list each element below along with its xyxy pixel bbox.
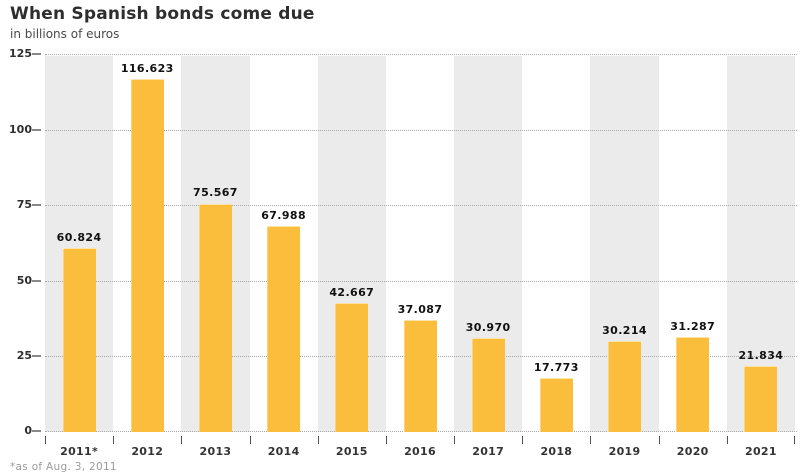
bar-value-label: 30.214 xyxy=(602,323,647,337)
x-axis-label: 2014 xyxy=(267,445,300,458)
x-axis-tick xyxy=(794,436,795,444)
y-axis-label: 25 xyxy=(16,349,32,363)
x-axis-label: 2017 xyxy=(472,445,505,458)
bar-value-label: 42.667 xyxy=(329,285,375,299)
bar xyxy=(267,226,301,432)
y-axis-label: 125 xyxy=(9,47,32,60)
x-axis-tick xyxy=(113,436,115,444)
y-axis-label: 0 xyxy=(24,424,32,437)
gridline xyxy=(45,129,797,131)
bar xyxy=(676,337,710,432)
x-axis-label: 2012 xyxy=(131,445,164,458)
chart-footnote: *as of Aug. 3, 2011 xyxy=(10,461,117,473)
gridline xyxy=(45,280,797,282)
bar xyxy=(198,203,232,432)
y-axis-label: 100 xyxy=(9,122,32,136)
y-axis-label: 75 xyxy=(16,198,32,212)
bar-value-label: 31.287 xyxy=(670,320,716,334)
bar xyxy=(335,302,369,432)
bar-value-label: 75.567 xyxy=(193,186,238,200)
y-axis-tick xyxy=(32,53,41,55)
plot-area: 0 25 50 75 100 125 60.824 116.623 75.567 67.988 42… xyxy=(9,47,797,458)
x-axis-tick xyxy=(590,436,592,444)
x-axis-label: 2021 xyxy=(744,445,777,458)
x-axis-tick xyxy=(181,436,183,444)
bar-value-label: 60.824 xyxy=(56,231,102,245)
bar-value-label: 30.970 xyxy=(465,321,511,335)
bar xyxy=(608,340,642,432)
bar xyxy=(744,365,778,432)
bar xyxy=(62,248,96,432)
bar xyxy=(539,378,573,432)
gridline xyxy=(45,54,797,55)
chart-subtitle: in billions of euros xyxy=(10,27,120,41)
y-axis-label: 50 xyxy=(16,273,32,287)
x-axis-tick xyxy=(726,436,728,444)
bar-value-label: 21.834 xyxy=(738,348,784,362)
x-axis-tick xyxy=(658,436,660,444)
bar-value-label: 116.623 xyxy=(120,62,174,76)
x-axis-label: 2019 xyxy=(608,445,641,458)
x-axis-label: 2015 xyxy=(335,445,368,458)
x-axis-label: 2016 xyxy=(404,445,436,458)
x-axis-tick xyxy=(522,436,524,444)
y-axis-tick xyxy=(32,204,41,207)
bar xyxy=(130,79,164,432)
x-axis-tick xyxy=(249,436,251,444)
gridline xyxy=(45,205,797,207)
bar xyxy=(403,319,437,432)
x-axis-label: 2020 xyxy=(676,445,709,458)
x-axis-label: 2011* xyxy=(60,445,99,458)
x-axis-tick xyxy=(45,436,46,444)
y-axis-tick xyxy=(32,279,41,282)
bar xyxy=(471,338,505,432)
y-axis-tick xyxy=(32,355,41,358)
x-axis-tick xyxy=(385,436,387,444)
x-axis-label: 2013 xyxy=(199,445,232,458)
y-axis-tick xyxy=(32,128,41,131)
x-axis-label: 2018 xyxy=(540,445,573,458)
chart-title: When Spanish bonds come due xyxy=(10,4,315,24)
y-axis-tick xyxy=(32,430,41,432)
bar-value-label: 37.087 xyxy=(397,302,443,316)
bar-value-label: 17.773 xyxy=(533,361,579,375)
x-axis-tick xyxy=(317,436,319,444)
bar-value-label: 67.988 xyxy=(261,209,307,223)
x-axis-tick xyxy=(454,436,456,444)
